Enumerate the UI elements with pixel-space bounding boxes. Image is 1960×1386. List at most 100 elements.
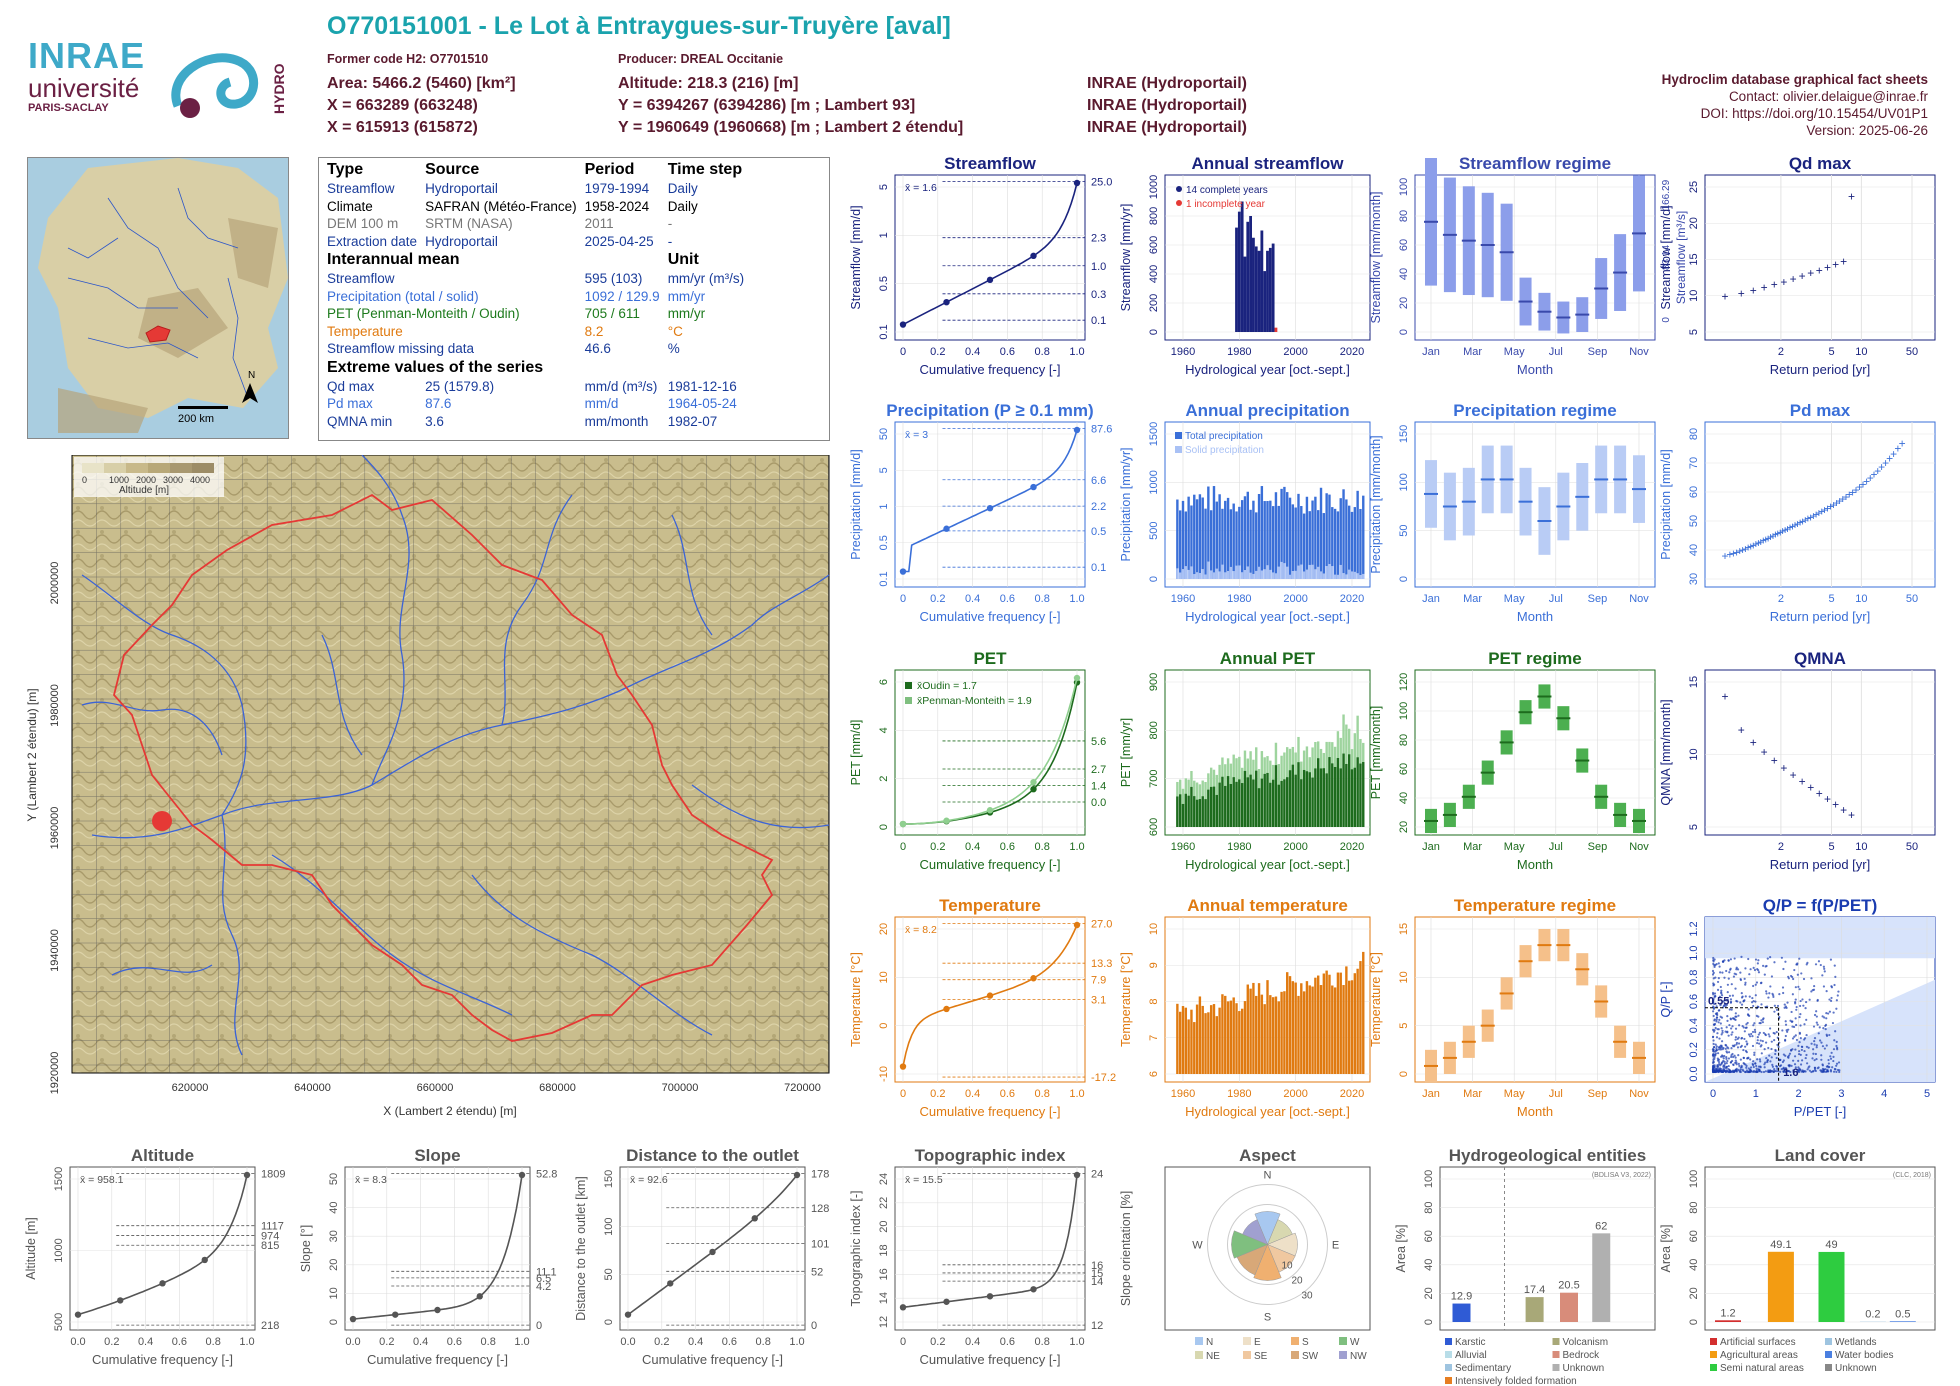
scatter-point [1743,1037,1746,1041]
scatter-point [1754,1000,1757,1003]
scatter-point [1712,1005,1715,1008]
bar-solid [1319,571,1323,579]
scatter-point [1738,1069,1741,1072]
x-tick-label: 5 [1828,841,1834,853]
scatter-point [1727,977,1730,980]
mean-label: Temperature [327,323,403,339]
scatter-point [1716,1068,1719,1071]
logo-inrae: INRAE université PARIS-SACLAY [28,35,146,115]
bar [1271,506,1275,579]
quantile-point [986,505,994,512]
scatter-point: + [1804,512,1811,526]
logo-inrae-text: INRAE [28,35,146,76]
direction-label: W [1192,1240,1203,1252]
scatter-point [1752,1000,1755,1003]
bar [1356,757,1359,827]
scatter-point [1835,1064,1838,1067]
scatter-point [1736,968,1740,971]
scatter-point [1737,1014,1740,1017]
bar [1204,799,1207,827]
y-tick-label: 500 [1148,521,1160,539]
scatter-point [1717,1048,1721,1051]
quantile-point [899,568,907,575]
scatter-point [1717,1021,1720,1024]
scatter-point [1838,1069,1841,1072]
scatter-point [1730,983,1733,986]
bar [1252,500,1255,579]
y-tick-label: 5 [1688,824,1700,830]
y-tick-label: 5 [1688,329,1700,335]
x-tick-label: 1960 [1171,1088,1195,1100]
x-tick-label: 0.8 [1035,346,1050,358]
scatter-point: + [1890,447,1897,461]
chart-title: PET [973,649,1007,668]
scatter-point [1832,1048,1836,1051]
scatter-point [1795,1023,1798,1027]
legend-label: NW [1350,1351,1367,1362]
bar [1193,1022,1196,1074]
x-tick-label: 0.2 [104,1336,119,1348]
x-tick-label: Jul [1549,593,1563,605]
x-tick-label: Nov [1629,841,1649,853]
legend-label: Unknown [1835,1363,1877,1374]
y-tick-label: 2 [878,776,890,782]
scatter-point [1725,1062,1728,1065]
mean-row: PET (Penman-Monteith / Oudin) 705 / 611 mm… [323,305,748,323]
scatter-point [1742,1026,1745,1029]
y-tick-label: 15 [1398,923,1410,935]
scatter-point [1734,1059,1737,1062]
scatter-point [1721,1048,1724,1051]
scatter-point [1827,1062,1830,1065]
y-tick-label: 15 [1688,253,1700,265]
direction-label: S [1264,1312,1271,1324]
bar [1252,982,1255,1074]
altitude-legend-swatch [104,463,126,473]
scatter-point [1723,1060,1726,1063]
quantile-point [1030,252,1037,260]
bar [1347,980,1351,1074]
scatter-point [1758,1058,1762,1061]
scatter-point [1723,1064,1726,1067]
bar-solid [1204,574,1207,579]
logo-hydro: HYDRO [171,53,287,118]
scatter-point [1713,1023,1716,1026]
scatter-point [1771,992,1774,995]
scatter-point [1797,1069,1800,1072]
quantile-point [1030,785,1037,793]
scatter-point: + [1813,508,1820,522]
scatter-point [1802,1070,1805,1073]
chart-ylabel: Q/P [-] [1659,982,1673,1018]
scatter-point [1720,1040,1724,1043]
quantile-label: 0.0 [1091,797,1106,809]
bar [1226,497,1230,579]
scatter-point [1754,958,1758,961]
x-tick-label: 2020 [1340,841,1364,853]
legend-swatch [1825,1338,1832,1345]
bar [1339,768,1342,827]
scatter-point [1834,975,1837,978]
quantile-point [159,1280,166,1287]
x-tick-label: 1.0 [789,1336,804,1348]
source-period: 1958-2024 [584,198,650,214]
scatter-point [1808,1069,1811,1072]
map-xtick: 680000 [539,1082,576,1094]
scatter-point [1725,1026,1728,1029]
altitude-legend: 0 1000 2000 3000 4000 Altitude [m] [74,457,224,497]
y-tick-label: 1 [878,232,890,238]
quantile-point [899,1304,907,1311]
bar-solid [1308,564,1311,579]
bar-solid [1345,574,1348,579]
scatter-point [1755,1070,1758,1073]
extreme-unit: mm/d (m³/s) [584,378,658,394]
x-tick-label: 0.2 [930,1088,945,1100]
legend-swatch [1710,1364,1717,1371]
scatter-point [1804,1070,1807,1073]
y-tick-label: 40 [328,1201,340,1213]
interannual-title: Interannual mean [327,251,460,268]
scatter-point [1835,1044,1838,1048]
legend-marker [1176,200,1182,206]
chart-title: Land cover [1775,1146,1866,1165]
